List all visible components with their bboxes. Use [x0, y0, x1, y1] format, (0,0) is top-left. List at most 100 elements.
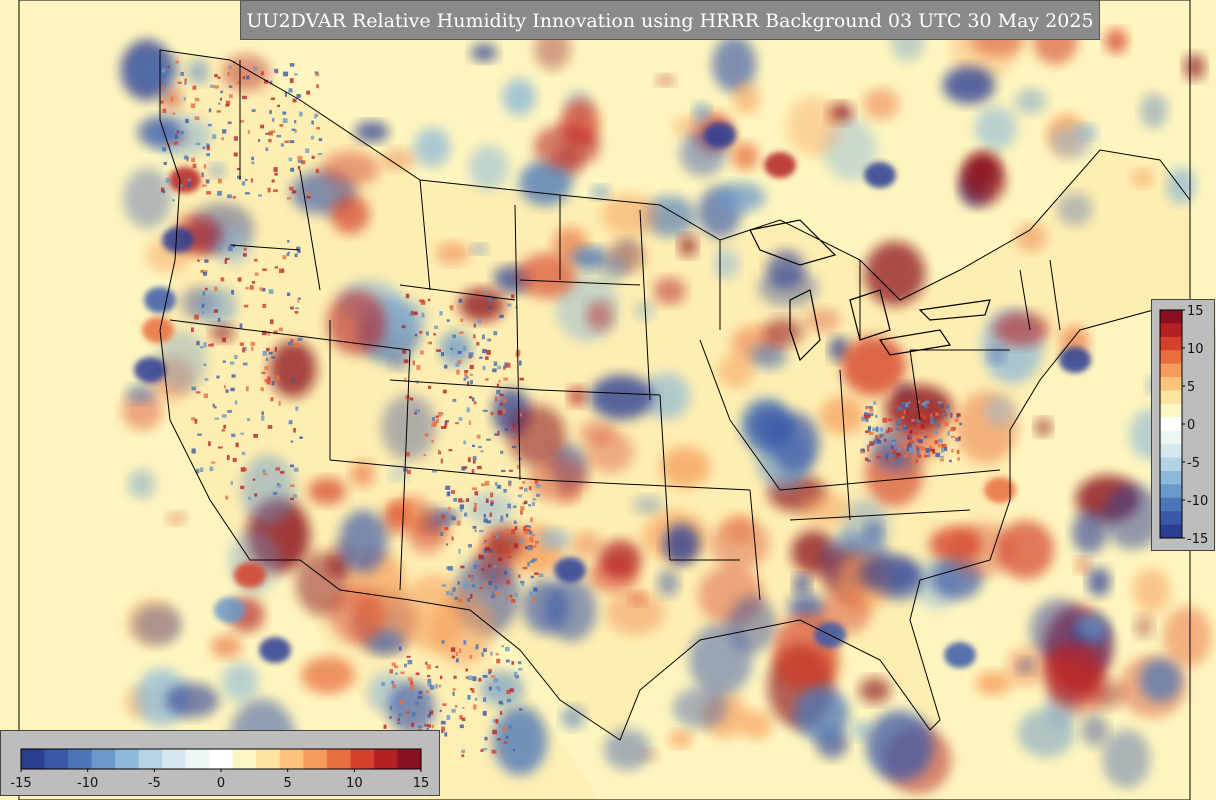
speckle-cell: [504, 550, 510, 554]
colorbar-swatch: [1160, 457, 1182, 472]
innovation-blob: [528, 458, 589, 502]
speckle-cell: [406, 710, 410, 714]
speckle-cell: [220, 97, 223, 101]
speckle-cell: [503, 365, 506, 370]
speckle-cell: [250, 341, 256, 346]
speckle-cell: [534, 572, 539, 575]
speckle-cell: [441, 726, 446, 732]
innovation-blob: [1134, 615, 1154, 638]
speckle-cell: [923, 403, 928, 409]
innovation-blob: [711, 36, 757, 93]
speckle-cell: [441, 584, 447, 587]
innovation-blob: [862, 87, 900, 121]
speckle-cell: [860, 448, 865, 452]
speckle-cell: [251, 109, 256, 112]
speckle-cell: [482, 675, 488, 678]
speckle-cell: [935, 412, 939, 416]
speckle-cell: [250, 178, 253, 183]
speckle-cell: [490, 411, 494, 416]
speckle-cell: [898, 418, 902, 423]
speckle-cell: [473, 704, 477, 710]
speckle-cell: [493, 565, 497, 568]
speckle-cell: [296, 94, 301, 98]
innovation-blob: [156, 330, 207, 392]
innovation-blob: [1057, 192, 1093, 226]
speckle-cell: [451, 490, 455, 494]
speckle-cell: [492, 719, 496, 723]
speckle-cell: [166, 139, 169, 143]
speckle-cell: [489, 512, 493, 518]
speckle-cell: [197, 259, 200, 262]
speckle-cell: [482, 334, 485, 340]
speckle-cell: [205, 143, 209, 147]
speckle-cell: [517, 661, 522, 665]
speckle-cell: [499, 519, 504, 523]
speckle-cell: [472, 525, 477, 529]
speckle-cell: [488, 299, 492, 302]
colorbar-swatch: [1160, 497, 1182, 512]
speckle-cell: [265, 147, 269, 151]
state-border: [699, 339, 731, 421]
speckle-cell: [486, 350, 491, 355]
speckle-cell: [513, 505, 517, 508]
innovation-blob: [123, 167, 172, 229]
colorbar-swatch: [1160, 310, 1182, 324]
innovation-blob: [984, 395, 1015, 426]
speckle-cell: [418, 725, 423, 729]
speckle-cell: [494, 592, 499, 596]
speckle-cell: [427, 714, 431, 718]
speckle-cell: [268, 139, 272, 143]
innovation-blob: [716, 182, 766, 213]
speckle-cell: [503, 377, 508, 381]
speckle-cell: [890, 428, 893, 433]
speckle-cell: [483, 292, 488, 295]
speckle-cell: [452, 399, 457, 402]
speckle-cell: [924, 400, 930, 404]
speckle-cell: [220, 277, 225, 282]
speckle-cell: [473, 334, 476, 339]
colorbar-swatch: [138, 749, 163, 769]
speckle-cell: [190, 103, 196, 108]
colorbar-tick-label: 5: [284, 776, 292, 791]
colorbar-swatch: [1160, 524, 1182, 539]
speckle-cell: [895, 452, 901, 456]
speckle-cell: [521, 582, 525, 587]
colorbar-swatch: [68, 749, 93, 769]
speckle-cell: [262, 268, 267, 271]
speckle-cell: [439, 311, 443, 316]
innovation-blob: [269, 340, 317, 398]
state-border: [539, 479, 751, 491]
speckle-cell: [440, 675, 443, 680]
speckle-cell: [472, 456, 477, 460]
speckle-cell: [482, 365, 486, 371]
speckle-cell: [869, 431, 874, 435]
speckle-cell: [451, 515, 455, 521]
colorbar-tick-label: -10: [77, 776, 98, 791]
speckle-cell: [471, 397, 475, 402]
innovation-blob: [129, 53, 181, 85]
innovation-blob: [439, 331, 472, 366]
speckle-cell: [507, 555, 512, 558]
speckle-cell: [876, 455, 881, 459]
speckle-cell: [499, 314, 504, 318]
speckle-cell: [481, 555, 485, 560]
speckle-cell: [505, 646, 510, 652]
speckle-cell: [863, 415, 869, 420]
speckle-cell: [497, 738, 501, 741]
innovation-blob: [763, 317, 804, 346]
innovation-blob: [1139, 658, 1182, 703]
speckle-cell: [530, 534, 536, 537]
speckle-cell: [194, 97, 200, 102]
speckle-cell: [922, 447, 926, 451]
innovation-blob: [586, 300, 614, 332]
speckle-cell: [917, 421, 921, 424]
speckle-cell: [531, 558, 537, 561]
speckle-cell: [528, 546, 532, 551]
innovation-blob: [338, 510, 388, 573]
innovation-blob: [1087, 567, 1111, 597]
speckle-cell: [175, 134, 178, 139]
speckle-cell: [183, 97, 186, 101]
speckle-cell: [267, 187, 271, 193]
speckle-cell: [870, 412, 874, 417]
